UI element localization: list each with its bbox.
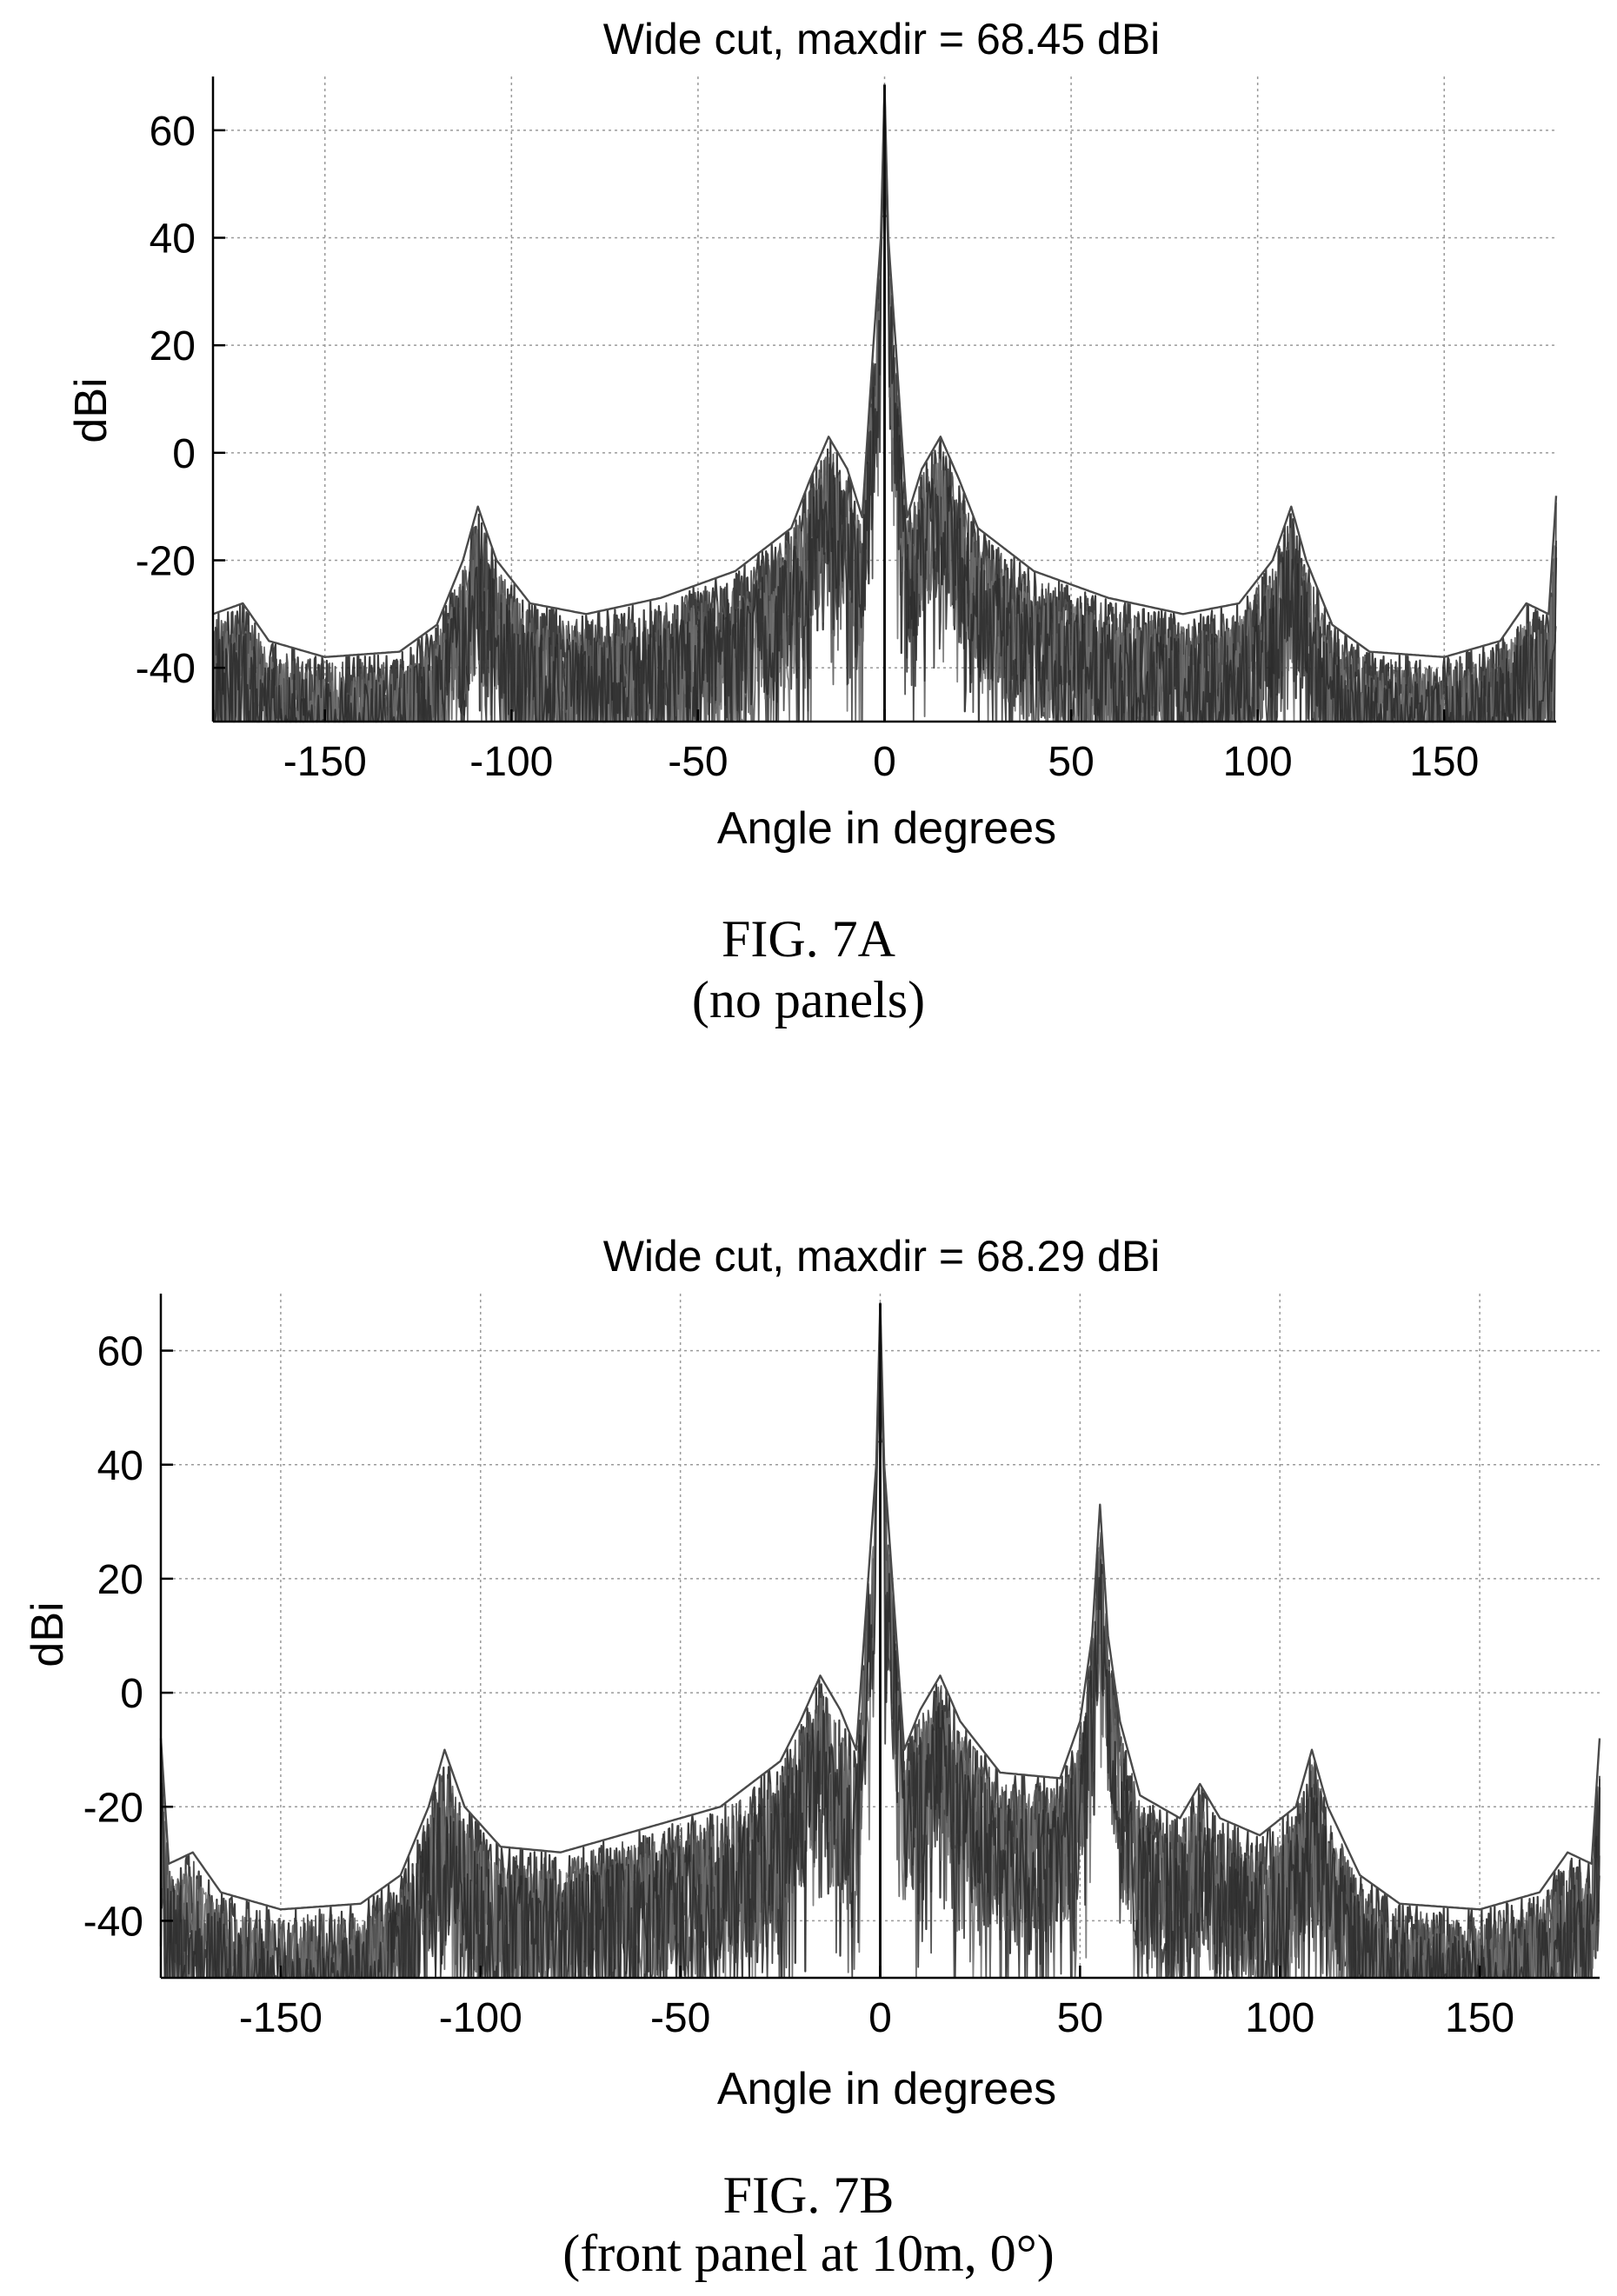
chart-7b-ytick-label: -40 bbox=[83, 1899, 143, 1945]
chart-7a-xtick-label: -50 bbox=[668, 739, 728, 785]
chart-7b-xtick-labels: -150 -100 -50 0 50 100 150 bbox=[239, 1995, 1514, 2041]
chart-7b-xtick-label: 100 bbox=[1245, 1995, 1314, 2041]
chart-7b-xlabel: Angle in degrees bbox=[717, 2064, 1056, 2114]
chart-7a-ylabel: dBi bbox=[66, 377, 116, 443]
chart-7b-xtick-label: -50 bbox=[650, 1995, 710, 2041]
chart-7b-xtick-label: -100 bbox=[439, 1995, 522, 2041]
chart-7a-xtick-label: 0 bbox=[873, 739, 896, 785]
chart-7a-caption: FIG. 7A bbox=[722, 910, 895, 968]
chart-7b-xtick-label: 50 bbox=[1057, 1995, 1103, 2041]
chart-7b-ylabel: dBi bbox=[23, 1601, 73, 1667]
chart-7a-xlabel: Angle in degrees bbox=[717, 803, 1056, 854]
chart-7a: Wide cut, maxdir = 68.45 dBi -40 -20 0 20 40… bbox=[66, 15, 1558, 1028]
chart-7a-title: Wide cut, maxdir = 68.45 dBi bbox=[603, 15, 1161, 63]
chart-7b-ytick-label: 60 bbox=[97, 1329, 143, 1375]
chart-7b-xtick-label: 0 bbox=[868, 1995, 892, 2041]
chart-7b-title: Wide cut, maxdir = 68.29 dBi bbox=[603, 1232, 1161, 1281]
chart-7b-xtick-label: 150 bbox=[1445, 1995, 1514, 2041]
chart-7a-ytick-label: 40 bbox=[150, 216, 196, 263]
chart-7b-xtick-label: -150 bbox=[239, 1995, 323, 2041]
chart-7b-envelope-trace bbox=[159, 1302, 1601, 1911]
chart-7b-axes bbox=[159, 1294, 1600, 1980]
chart-7a-ytick-label: 20 bbox=[150, 323, 196, 369]
chart-7a-ytick-label: -40 bbox=[136, 646, 196, 692]
chart-7a-subcaption: (no panels) bbox=[692, 971, 925, 1028]
chart-7b-caption: FIG. 7B bbox=[723, 2166, 895, 2224]
chart-7a-xtick-label: -100 bbox=[469, 739, 553, 785]
chart-7b: Wide cut, maxdir = 68.29 dBi -40 -20 0 20 40… bbox=[23, 1232, 1601, 2282]
chart-7b-ytick-label: -20 bbox=[83, 1785, 143, 1831]
chart-7a-xtick-label: 150 bbox=[1409, 739, 1479, 785]
chart-7a-ytick-label: 0 bbox=[172, 431, 196, 477]
chart-7b-ytick-label: 40 bbox=[97, 1443, 143, 1489]
chart-7a-ytick-labels: -40 -20 0 20 40 60 bbox=[136, 109, 196, 692]
chart-7a-xtick-labels: -150 -100 -50 0 50 100 150 bbox=[283, 739, 1480, 785]
chart-7b-traces bbox=[159, 1302, 1601, 1980]
chart-7a-traces bbox=[211, 83, 1558, 723]
chart-7a-xtick-label: 50 bbox=[1048, 739, 1094, 785]
chart-7a-xtick-label: -150 bbox=[283, 739, 367, 785]
chart-7b-subcaption: (front panel at 10m, 0°) bbox=[562, 2225, 1055, 2282]
chart-7b-ytick-label: 0 bbox=[120, 1671, 143, 1717]
chart-7a-ytick-label: -20 bbox=[136, 539, 196, 585]
chart-7a-axes bbox=[211, 77, 1556, 723]
chart-7b-ytick-labels: -40 -20 0 20 40 60 bbox=[83, 1329, 143, 1946]
chart-7a-xtick-label: 100 bbox=[1223, 739, 1293, 785]
chart-7b-ytick-label: 20 bbox=[97, 1557, 143, 1603]
chart-7a-ytick-label: 60 bbox=[150, 109, 196, 155]
